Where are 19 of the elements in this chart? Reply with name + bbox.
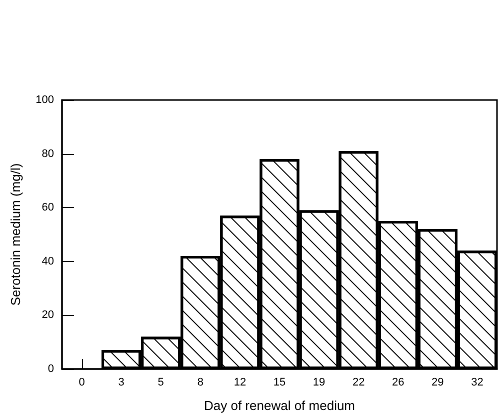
y-tick-label: 100 bbox=[36, 94, 54, 106]
y-axis-title: Serotonin medium (mg/l) bbox=[8, 163, 23, 306]
y-tick-label: 40 bbox=[42, 255, 54, 268]
x-tick-label: 8 bbox=[197, 376, 204, 388]
y-tick-label: 0 bbox=[48, 363, 54, 375]
y-tick-label: 20 bbox=[42, 309, 54, 322]
y-tick-label: 60 bbox=[42, 202, 54, 214]
x-tick-label: 0 bbox=[78, 376, 85, 388]
x-tick-label: 32 bbox=[471, 376, 484, 388]
x-tick-label: 12 bbox=[234, 376, 246, 388]
x-axis-title: Day of renewal of medium bbox=[204, 398, 356, 413]
x-tick-label: 22 bbox=[352, 376, 365, 388]
y-tick-label: 80 bbox=[42, 148, 54, 160]
x-tick-label: 5 bbox=[158, 376, 164, 388]
x-tick-label: 15 bbox=[273, 376, 286, 388]
x-tick-label: 19 bbox=[312, 376, 326, 388]
x-tick-label: 26 bbox=[392, 376, 404, 388]
x-tick-label: 29 bbox=[432, 376, 444, 388]
x-tick-label: 3 bbox=[118, 376, 124, 388]
